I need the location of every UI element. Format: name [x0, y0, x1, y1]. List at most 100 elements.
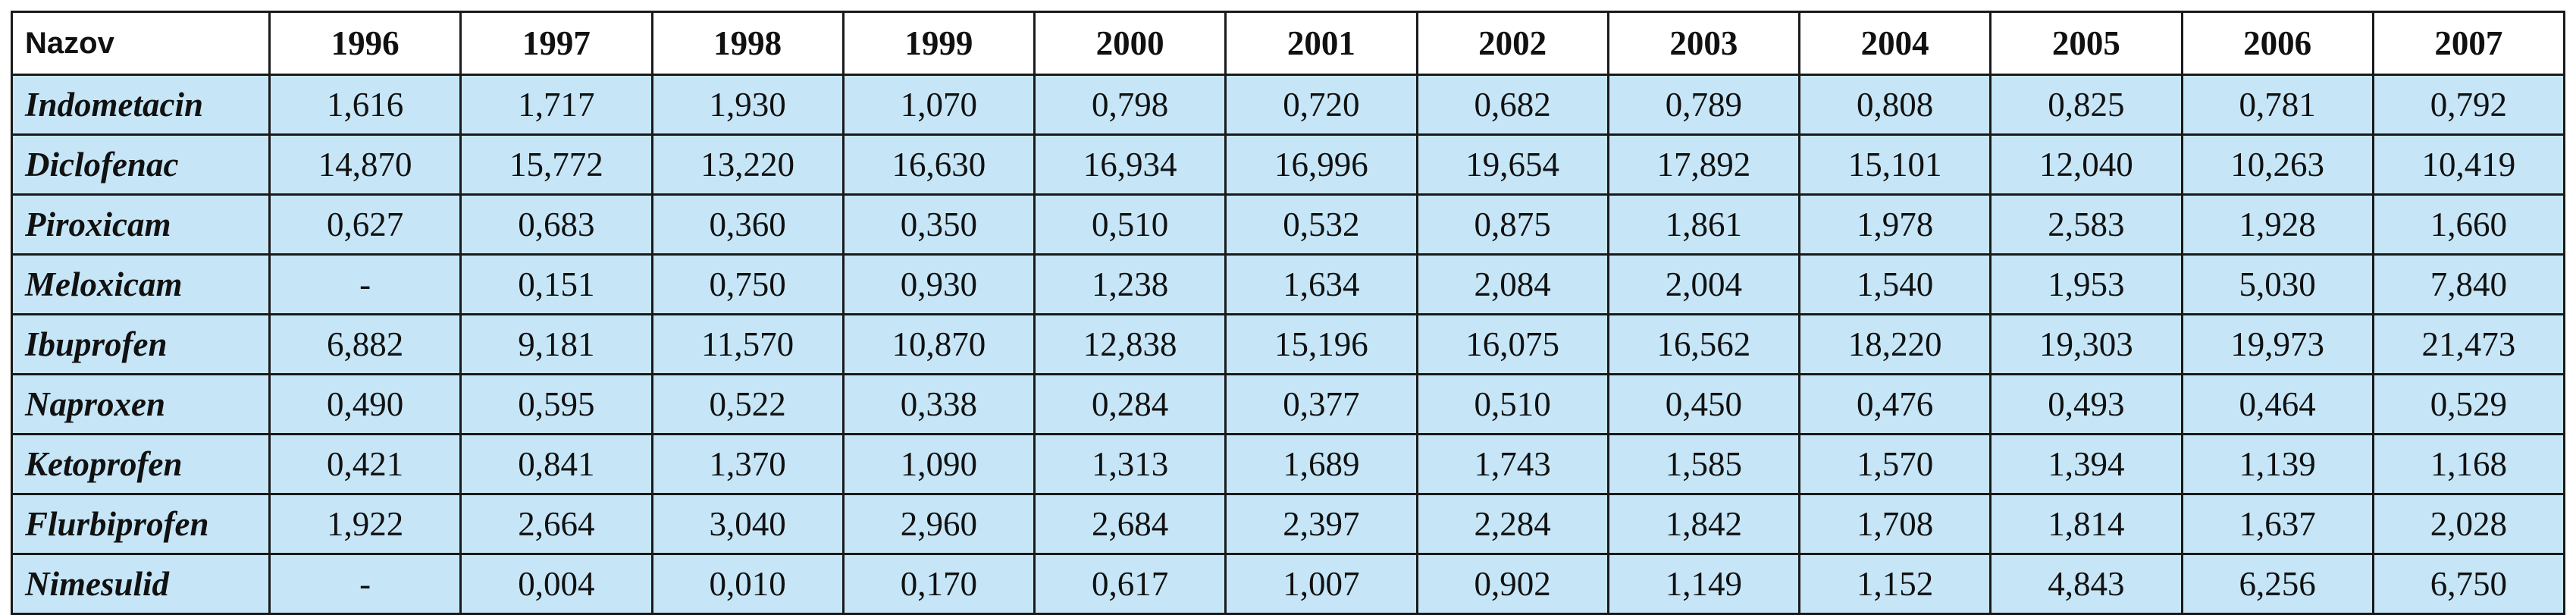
table-row: Ketoprofen 0,421 0,841 1,370 1,090 1,313 1,689… [11, 433, 2566, 495]
value-cell: 1,139 [2180, 433, 2374, 495]
header-row: Nazov 1996 1997 1998 1999 2000 2001 2002 2003 200… [11, 11, 2566, 76]
value-cell: 15,101 [1797, 133, 1992, 196]
value-cell: 0,493 [1989, 373, 2183, 435]
value-cell: 0,529 [2371, 373, 2566, 435]
value-cell: 16,630 [841, 133, 1036, 196]
value-cell: 0,789 [1606, 74, 1801, 136]
value-cell: 2,397 [1224, 493, 1418, 555]
table-row: Nimesulid -0,004 0,010 0,170 0,617 1,007 0,902… [11, 553, 2566, 615]
value-cell: 2,583 [1989, 193, 2183, 256]
table-row: Piroxicam 0,627 0,683 0,360 0,350 0,510 0,532 0… [11, 193, 2566, 256]
value-cell: 4,843 [1989, 553, 2183, 615]
value-cell: 19,973 [2180, 313, 2374, 375]
value-cell: 0,532 [1224, 193, 1418, 256]
value-cell: 10,419 [2371, 133, 2566, 196]
value-cell: 17,892 [1606, 133, 1801, 196]
value-cell: - [268, 253, 462, 315]
value-cell: 0,902 [1415, 553, 1609, 615]
value-cell: 6,256 [2180, 553, 2374, 615]
table-row: Ibuprofen 6,882 9,181 11,570 10,870 12,838 15,… [11, 313, 2566, 375]
column-header-year: 2002 [1415, 11, 1609, 76]
drug-name-cell: Ketoprofen [11, 433, 271, 495]
value-cell: 1,689 [1224, 433, 1418, 495]
value-cell: 0,464 [2180, 373, 2374, 435]
value-cell: 0,476 [1797, 373, 1992, 435]
value-cell: 1,922 [268, 493, 462, 555]
value-cell: 0,875 [1415, 193, 1609, 256]
drug-name-cell: Naproxen [11, 373, 271, 435]
value-cell: 0,798 [1033, 74, 1227, 136]
value-cell: 2,960 [841, 493, 1036, 555]
value-cell: 0,683 [459, 193, 653, 256]
drug-name-cell: Indometacin [11, 74, 271, 136]
value-cell: 0,338 [841, 373, 1036, 435]
value-cell: 0,627 [268, 193, 462, 256]
value-cell: 2,664 [459, 493, 653, 555]
column-header-name: Nazov [11, 11, 271, 76]
value-cell: 0,004 [459, 553, 653, 615]
column-header-year: 2001 [1224, 11, 1418, 76]
value-cell: 0,490 [268, 373, 462, 435]
value-cell: 12,040 [1989, 133, 2183, 196]
value-cell: 15,196 [1224, 313, 1418, 375]
value-cell: 15,772 [459, 133, 653, 196]
drug-name-cell: Nimesulid [11, 553, 271, 615]
value-cell: 1,978 [1797, 193, 1992, 256]
value-cell: 19,303 [1989, 313, 2183, 375]
value-cell: 13,220 [650, 133, 845, 196]
drug-name-cell: Meloxicam [11, 253, 271, 315]
value-cell: 1,540 [1797, 253, 1992, 315]
value-cell: 1,634 [1224, 253, 1418, 315]
value-cell: 1,842 [1606, 493, 1801, 555]
value-cell: 2,284 [1415, 493, 1609, 555]
column-header-year: 2003 [1606, 11, 1801, 76]
value-cell: 0,841 [459, 433, 653, 495]
value-cell: 2,028 [2371, 493, 2566, 555]
value-cell: 14,870 [268, 133, 462, 196]
value-cell: 2,084 [1415, 253, 1609, 315]
value-cell: 6,750 [2371, 553, 2566, 615]
value-cell: 0,720 [1224, 74, 1418, 136]
value-cell: 1,743 [1415, 433, 1609, 495]
value-cell: 1,861 [1606, 193, 1801, 256]
value-cell: 0,781 [2180, 74, 2374, 136]
value-cell: 0,510 [1033, 193, 1227, 256]
value-cell: 1,660 [2371, 193, 2566, 256]
table-header: Nazov 1996 1997 1998 1999 2000 2001 2002 2003 200… [11, 11, 2566, 76]
value-cell: 0,617 [1033, 553, 1227, 615]
value-cell: 3,040 [650, 493, 845, 555]
column-header-year: 1997 [459, 11, 653, 76]
value-cell: 10,870 [841, 313, 1036, 375]
value-cell: 0,350 [841, 193, 1036, 256]
value-cell: 16,934 [1033, 133, 1227, 196]
value-cell: 0,170 [841, 553, 1036, 615]
value-cell: 16,562 [1606, 313, 1801, 375]
table-row: Flurbiprofen 1,922 2,664 3,040 2,960 2,684 2,3… [11, 493, 2566, 555]
value-cell: 1,930 [650, 74, 845, 136]
column-header-year: 2004 [1797, 11, 1992, 76]
value-cell: 0,595 [459, 373, 653, 435]
value-cell: 1,928 [2180, 193, 2374, 256]
value-cell: 16,075 [1415, 313, 1609, 375]
value-cell: 1,238 [1033, 253, 1227, 315]
data-table-container: Nazov 1996 1997 1998 1999 2000 2001 2002 2003 200… [11, 11, 2566, 615]
value-cell: 0,682 [1415, 74, 1609, 136]
drug-name-cell: Piroxicam [11, 193, 271, 256]
value-cell: 21,473 [2371, 313, 2566, 375]
value-cell: 1,149 [1606, 553, 1801, 615]
value-cell: 0,522 [650, 373, 845, 435]
value-cell: 1,152 [1797, 553, 1992, 615]
column-header-year: 2005 [1989, 11, 2183, 76]
drug-name-cell: Ibuprofen [11, 313, 271, 375]
value-cell: 7,840 [2371, 253, 2566, 315]
value-cell: 2,004 [1606, 253, 1801, 315]
value-cell: 0,930 [841, 253, 1036, 315]
value-cell: - [268, 553, 462, 615]
value-cell: 0,284 [1033, 373, 1227, 435]
value-cell: 1,953 [1989, 253, 2183, 315]
table-row: Meloxicam -0,151 0,750 0,930 1,238 1,634 2,084… [11, 253, 2566, 315]
value-cell: 0,825 [1989, 74, 2183, 136]
drug-name-cell: Diclofenac [11, 133, 271, 196]
value-cell: 1,394 [1989, 433, 2183, 495]
value-cell: 1,717 [459, 74, 653, 136]
